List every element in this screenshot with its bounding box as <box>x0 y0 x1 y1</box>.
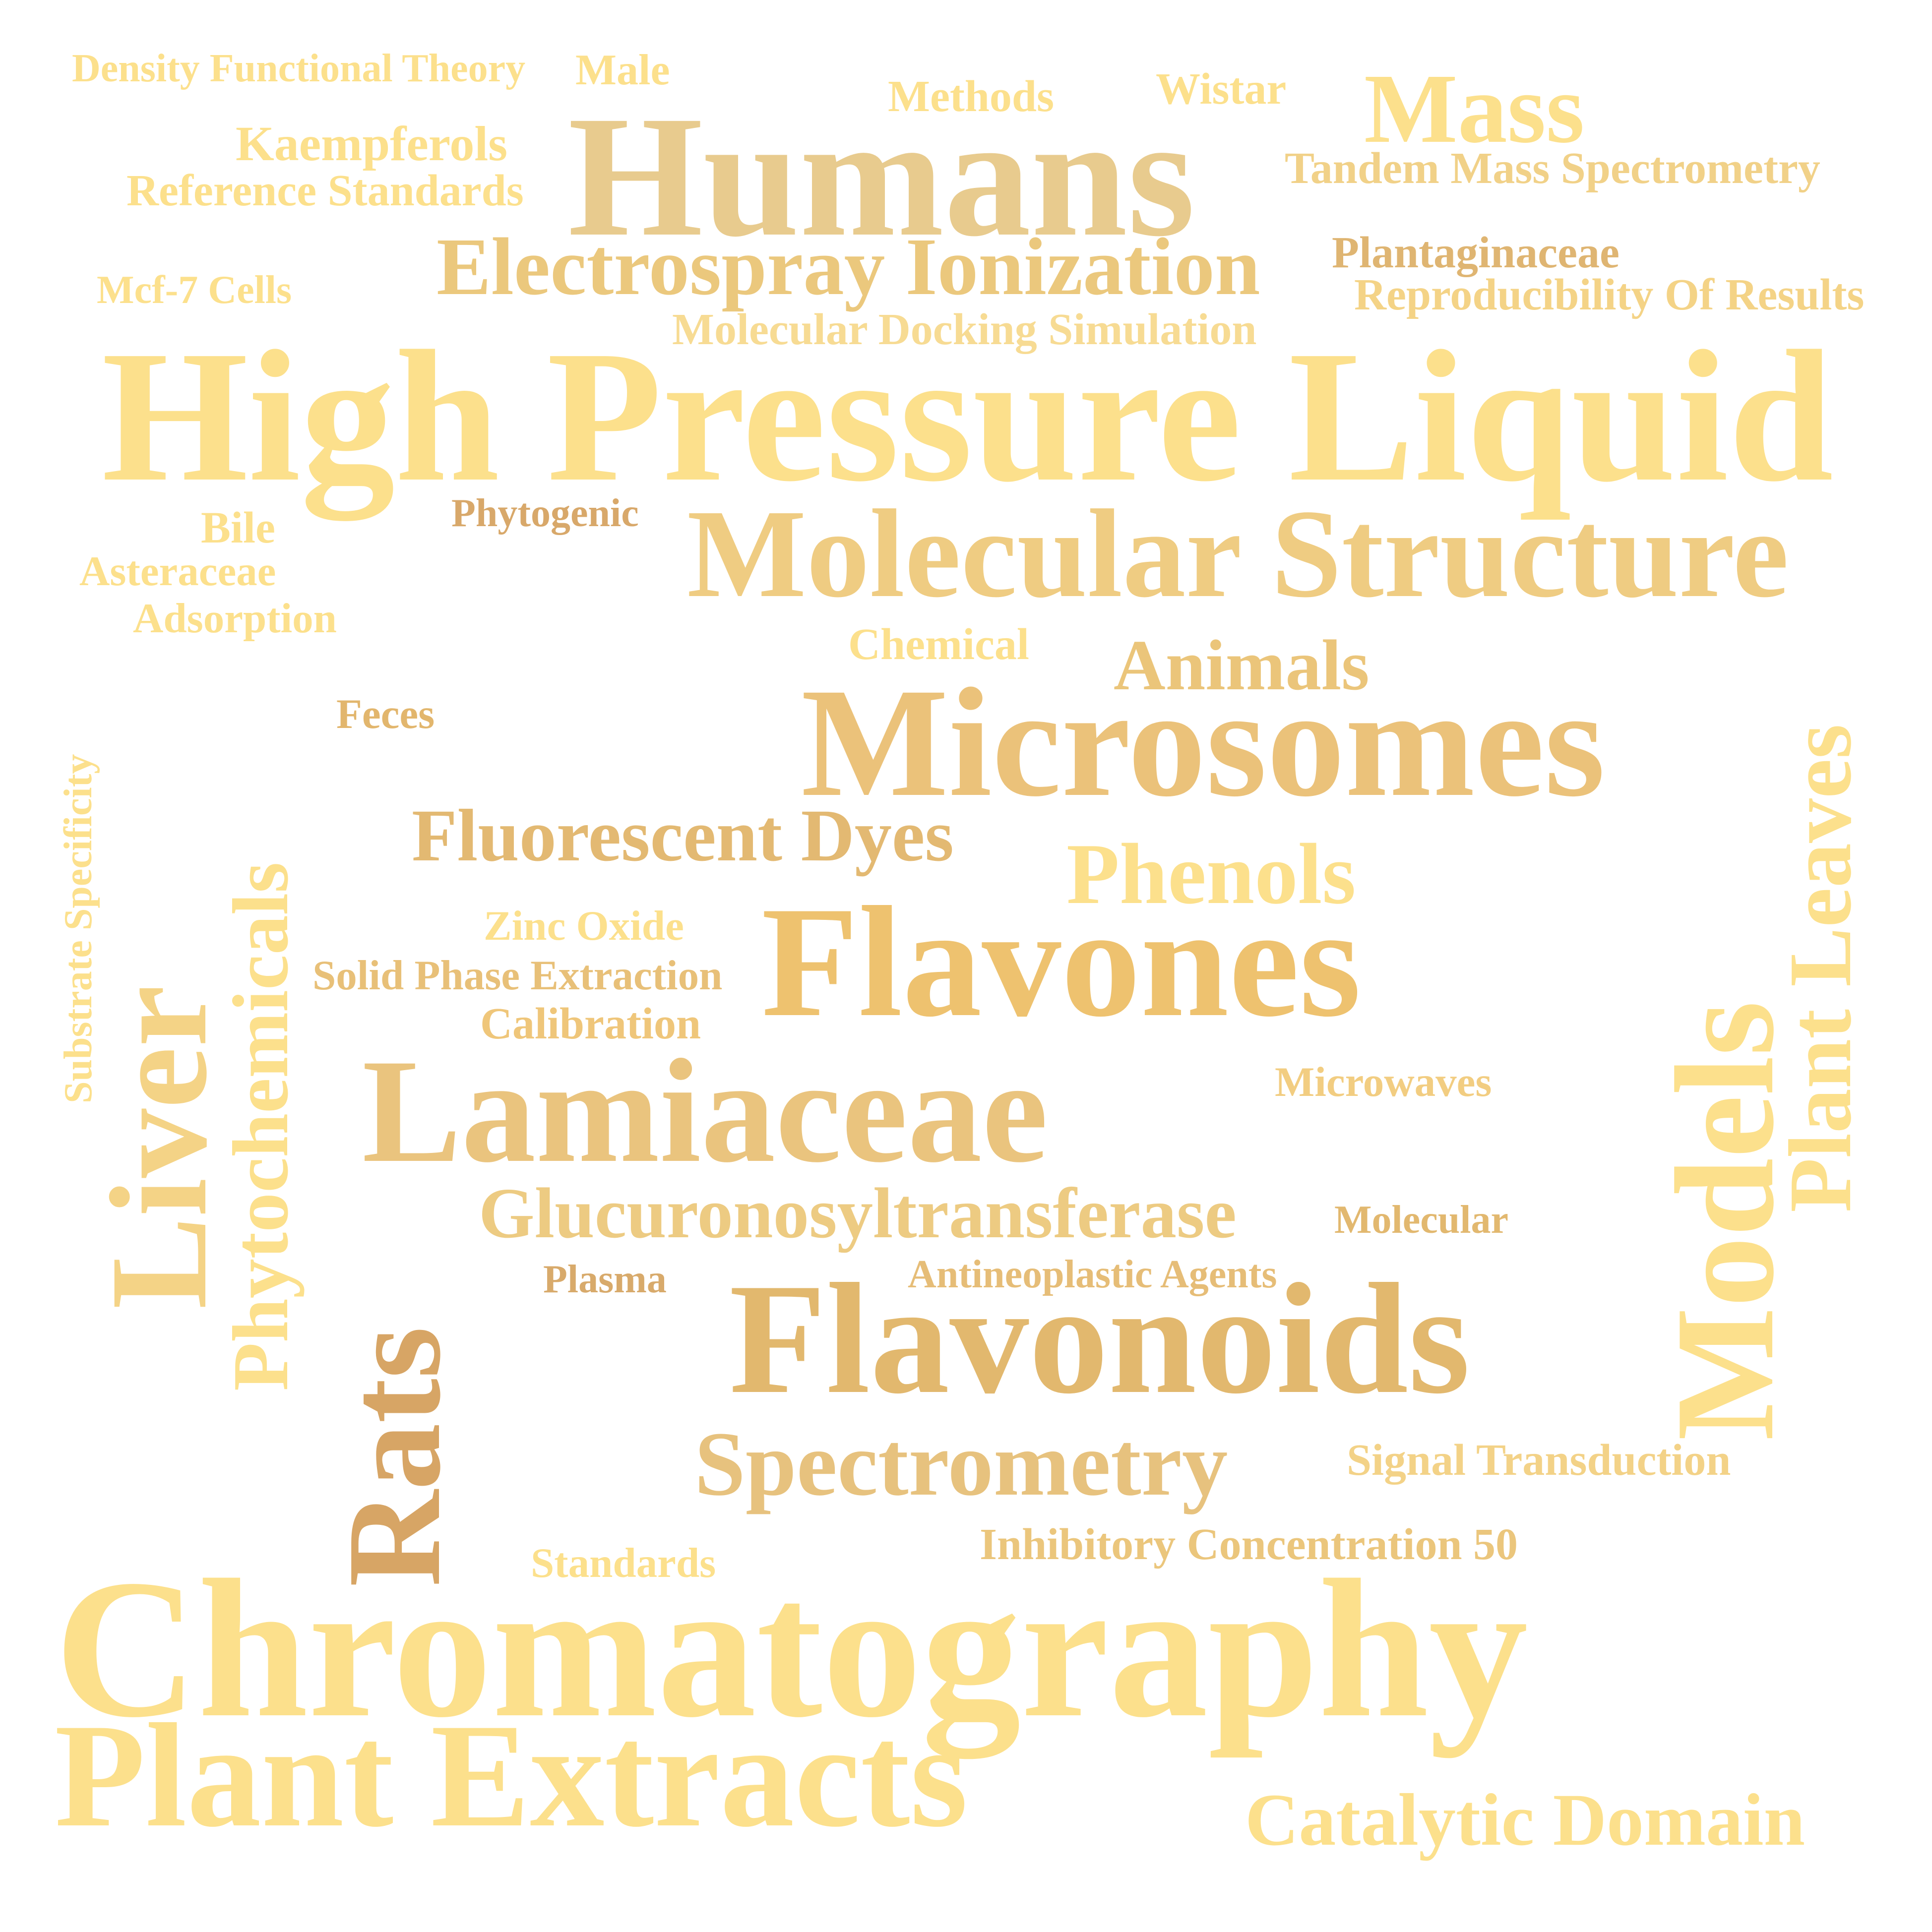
word-wistar: Wistar <box>1156 64 1287 114</box>
word-signal-transduction: Signal Transduction <box>1347 1436 1731 1485</box>
word-tandem-mass-spectrometry: Tandem Mass Spectrometry <box>1285 144 1820 193</box>
word-feces: Feces <box>336 691 435 737</box>
word-calibration: Calibration <box>480 999 701 1048</box>
word-flavones: Flavones <box>761 874 1361 1050</box>
word-lamiaceae: Lamiaceae <box>362 1028 1048 1193</box>
word-male: Male <box>575 46 670 94</box>
word-animals: Animals <box>1114 626 1370 705</box>
word-phenols: Phenols <box>1066 826 1356 922</box>
word-methods: Methods <box>888 72 1054 121</box>
word-reference-standards: Reference Standards <box>126 166 524 215</box>
word-catalytic-domain: Catalytic Domain <box>1245 1779 1806 1861</box>
word-plantaginaceae: Plantaginaceae <box>1332 228 1620 277</box>
word-mcf-7-cells: Mcf-7 Cells <box>97 268 292 312</box>
word-inhibitory-concentration-50: Inhibitory Concentration 50 <box>980 1520 1518 1569</box>
word-reproducibility-of-results: Reproducibility Of Results <box>1354 270 1865 319</box>
word-chemical: Chemical <box>848 620 1029 669</box>
word-chromatography: Chromatography <box>55 1539 1528 1758</box>
word-antineoplastic-agents: Antineoplastic Agents <box>908 1253 1277 1296</box>
word-glucuronosyltransferase: Glucuronosyltransferase <box>479 1174 1237 1253</box>
word-flavonoids: Flavonoids <box>729 1251 1470 1427</box>
word-plasma: Plasma <box>543 1258 667 1301</box>
word-mass: Mass <box>1364 54 1585 164</box>
word-molecular-docking-simulation: Molecular Docking Simulation <box>672 305 1257 354</box>
word-molecular: Molecular <box>1334 1198 1508 1242</box>
word-kaempferols: Kaempferols <box>236 116 508 171</box>
word-models: Models <box>1646 1001 1803 1441</box>
word-spectrometry: Spectrometry <box>694 1413 1228 1515</box>
word-adsorption: Adsorption <box>133 595 337 642</box>
word-density-functional-theory: Density Functional Theory <box>72 47 526 90</box>
word-standards: Standards <box>531 1540 716 1586</box>
word-humans: Humans <box>568 80 1195 272</box>
word-liver: Liver <box>81 985 236 1309</box>
word-zinc-oxide: Zinc Oxide <box>484 903 684 949</box>
word-phytogenic: Phytogenic <box>451 491 639 535</box>
word-bile: Bile <box>201 503 275 552</box>
word-solid-phase-extraction: Solid Phase Extraction <box>312 952 723 999</box>
word-microwaves: Microwaves <box>1275 1059 1492 1105</box>
word-molecular-structure: Molecular Structure <box>687 484 1789 624</box>
word-fluorescent-dyes: Fluorescent Dyes <box>412 794 954 877</box>
word-asteraceae: Asteraceae <box>79 548 276 595</box>
word-high-pressure-liquid: High Pressure Liquid <box>102 312 1834 521</box>
word-microsomes: Microsomes <box>801 656 1606 829</box>
word-electrospray-ionization: Electrospray Ionization <box>436 221 1260 312</box>
word-plant-extracts: Plant Extracts <box>55 1693 968 1858</box>
